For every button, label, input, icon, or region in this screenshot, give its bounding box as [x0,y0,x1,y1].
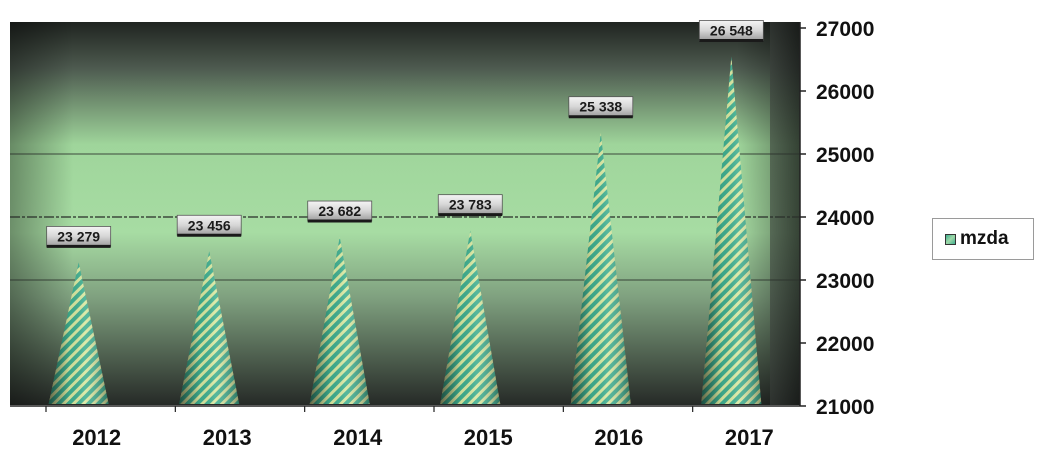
x-tick-label: 2012 [72,425,121,450]
y-tick-label: 21000 [816,396,874,419]
cone-shade [440,230,501,404]
x-tick-label: 2015 [464,425,513,450]
plot-shading [10,22,800,405]
legend-label: mzda [960,228,1009,249]
cone-shade [570,132,631,404]
data-label: 26 548 [710,22,753,38]
plot-right-wall [770,22,800,405]
legend: mzda [932,218,1034,260]
x-axis-ticks: 2012 2013 2014 2015 2016 2017 [45,406,774,450]
x-tick-label: 2013 [203,425,252,450]
cone-shade [309,237,370,404]
data-label: 23 682 [318,203,361,219]
x-tick-label: 2016 [594,425,643,450]
y-tick-label: 27000 [816,18,874,41]
cones [48,56,762,404]
cone-shade [48,262,109,404]
cone-shade [179,251,240,404]
cone-shade [701,56,762,404]
x-tick-label: 2017 [725,425,774,450]
y-tick-label: 22000 [816,333,874,356]
legend-swatch [945,233,956,245]
y-tick-label: 24000 [816,207,874,230]
y-tick-label: 23000 [816,270,874,293]
data-label: 25 338 [579,99,622,115]
y-tick-label: 25000 [816,144,874,167]
y-axis-ticks: 21000 22000 23000 24000 25000 26000 27000 [800,18,874,419]
y-tick-label: 26000 [816,81,874,104]
gridlines [10,153,800,281]
data-label: 23 783 [449,197,492,213]
data-labels: 23 279 23 456 23 682 23 783 25 338 26 548 [46,20,764,248]
data-label: 23 456 [188,217,231,233]
x-tick-label: 2014 [333,425,383,450]
data-label: 23 279 [57,228,100,244]
